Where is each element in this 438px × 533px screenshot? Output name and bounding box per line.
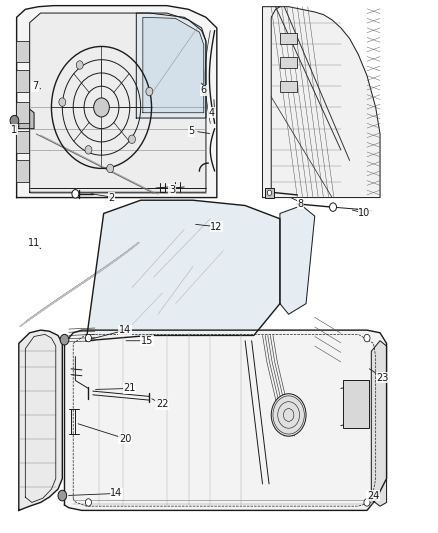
- Circle shape: [58, 490, 67, 501]
- Polygon shape: [371, 341, 387, 506]
- Circle shape: [364, 334, 370, 342]
- Polygon shape: [30, 13, 206, 192]
- Polygon shape: [262, 7, 380, 198]
- Circle shape: [128, 135, 135, 143]
- Text: 10: 10: [358, 208, 371, 219]
- Polygon shape: [19, 330, 62, 511]
- Text: 2: 2: [108, 192, 114, 203]
- Text: 3: 3: [169, 184, 175, 195]
- Polygon shape: [17, 6, 217, 198]
- Text: 22: 22: [156, 399, 168, 409]
- Bar: [280, 33, 297, 44]
- Text: 14: 14: [110, 488, 123, 498]
- Circle shape: [85, 334, 92, 342]
- Bar: [16, 70, 29, 92]
- Text: 23: 23: [377, 373, 389, 383]
- Text: 20: 20: [119, 434, 131, 444]
- Text: 8: 8: [297, 199, 304, 209]
- Polygon shape: [20, 243, 139, 326]
- Text: 24: 24: [367, 490, 379, 500]
- Text: 11: 11: [28, 238, 40, 248]
- Bar: [280, 81, 297, 92]
- Text: 14: 14: [119, 325, 131, 335]
- Bar: [16, 131, 29, 152]
- Text: 15: 15: [141, 336, 153, 346]
- Text: 6: 6: [201, 85, 207, 95]
- Text: 4: 4: [208, 108, 214, 118]
- Text: 12: 12: [210, 222, 223, 232]
- Text: 7: 7: [32, 81, 38, 91]
- Circle shape: [364, 499, 370, 506]
- Circle shape: [271, 394, 306, 436]
- Bar: [16, 102, 29, 123]
- Circle shape: [85, 499, 92, 506]
- Circle shape: [107, 164, 114, 173]
- Circle shape: [59, 98, 66, 107]
- Bar: [280, 57, 297, 68]
- Polygon shape: [19, 108, 34, 128]
- Bar: [265, 188, 274, 198]
- Polygon shape: [136, 13, 206, 118]
- Text: 1: 1: [11, 125, 17, 135]
- Circle shape: [60, 334, 69, 345]
- Text: 5: 5: [188, 126, 195, 136]
- Text: 21: 21: [123, 383, 136, 393]
- Polygon shape: [64, 330, 387, 511]
- Circle shape: [10, 115, 19, 126]
- Circle shape: [146, 87, 153, 96]
- Circle shape: [76, 61, 83, 69]
- Bar: [16, 160, 29, 182]
- Polygon shape: [280, 206, 315, 314]
- Bar: [16, 41, 29, 62]
- Circle shape: [85, 146, 92, 154]
- Circle shape: [267, 190, 272, 196]
- Circle shape: [94, 98, 110, 117]
- Circle shape: [72, 190, 79, 198]
- Polygon shape: [86, 200, 280, 341]
- Circle shape: [329, 203, 336, 212]
- Polygon shape: [143, 17, 204, 113]
- Bar: [343, 381, 369, 428]
